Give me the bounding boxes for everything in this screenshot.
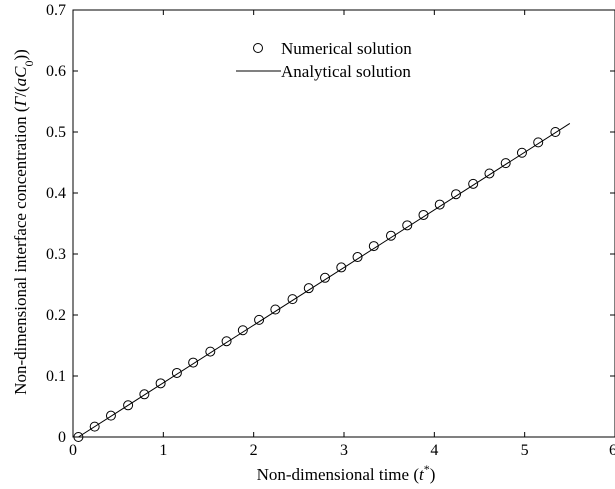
numerical-solution-point [171,367,182,378]
numerical-solution-point [468,178,479,189]
numerical-solution-point [303,283,314,294]
y-axis-title: Non-dimensional interface concentration … [11,49,36,395]
numerical-solution-point [402,220,413,231]
x-tick-label: 2 [250,442,258,459]
numerical-solution-point [155,378,166,389]
numerical-solution-point [533,137,544,148]
numerical-solution-point [352,252,363,263]
analytical-solution-line [78,123,571,438]
numerical-solution-point [205,346,216,357]
numerical-solution-point [139,389,150,400]
numerical-solution-point [287,294,298,305]
numerical-solution-point [73,432,84,442]
numerical-solution-point [418,209,429,220]
x-axis-title: Non-dimensional time (t*) [257,462,436,484]
y-tick-label: 0.4 [46,185,66,202]
x-tick-label: 3 [340,442,348,459]
x-tick-label: 1 [159,442,167,459]
y-tick-label: 0.2 [46,307,66,324]
legend-label-numerical: Numerical solution [281,39,412,58]
x-tick-label: 0 [69,442,77,459]
numerical-solution-point [484,168,495,179]
y-tick-label: 0.7 [46,2,66,19]
numerical-solution-point [336,262,347,273]
numerical-solution-point [516,147,527,158]
y-tick-label: 0.5 [46,124,66,141]
numerical-solution-point [254,314,265,325]
numerical-solution-point [237,325,248,336]
numerical-solution-point [105,410,116,421]
y-tick-label: 0 [58,429,66,446]
numerical-solution-point [500,158,511,169]
numerical-solution-point [434,199,445,210]
legend-label-analytical: Analytical solution [281,62,411,81]
numerical-solution-point [320,272,331,283]
x-axis: 0 1 2 3 4 5 6 [69,10,615,459]
y-tick-label: 0.1 [46,368,66,385]
y-tick-label: 0.3 [46,246,66,263]
analytical-series [78,123,571,438]
numerical-solution-point [270,304,281,315]
legend-circle-marker-icon [253,43,263,53]
x-tick-label: 6 [609,442,615,459]
numerical-solution-point [188,357,199,368]
y-axis: 0 0.1 0.2 0.3 0.4 0.5 0.6 0.7 [46,2,615,446]
x-tick-label: 5 [521,442,529,459]
numerical-series [73,127,561,442]
numerical-solution-point [550,127,561,137]
numerical-solution-point [89,421,100,432]
numerical-solution-point [385,230,396,241]
legend: Numerical solution Analytical solution [236,39,412,81]
y-tick-label: 0.6 [46,63,66,80]
x-tick-label: 4 [430,442,438,459]
numerical-solution-point [221,336,232,347]
numerical-solution-point [451,189,462,200]
numerical-solution-point [368,241,379,252]
numerical-solution-point [123,400,134,411]
